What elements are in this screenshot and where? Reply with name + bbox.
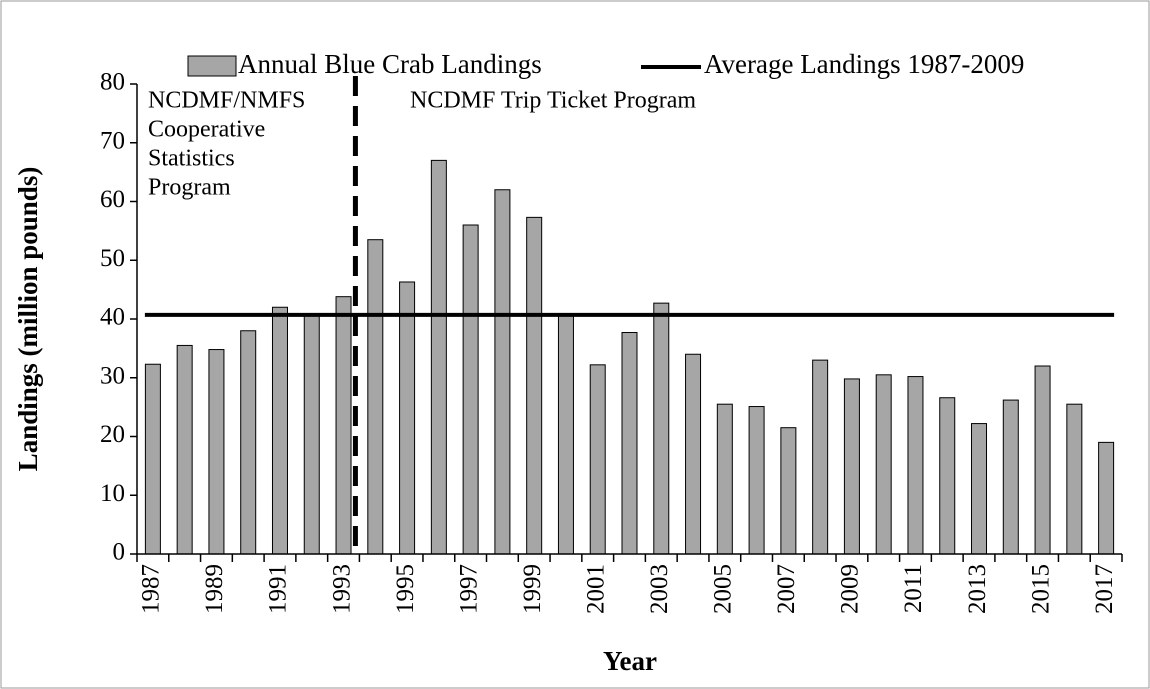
bar bbox=[303, 313, 320, 555]
bar bbox=[621, 332, 638, 555]
bar bbox=[335, 296, 352, 555]
bar bbox=[430, 159, 447, 555]
bar bbox=[939, 397, 956, 555]
y-tick-label: 0 bbox=[113, 539, 126, 566]
bar bbox=[462, 224, 479, 555]
y-tick-label: 80 bbox=[100, 69, 125, 96]
x-tick-label: 1999 bbox=[519, 564, 546, 614]
annotation: Cooperative bbox=[148, 117, 265, 143]
y-tick-label: 60 bbox=[100, 186, 125, 213]
annotation: Statistics bbox=[148, 146, 235, 172]
bar bbox=[748, 406, 765, 555]
bar bbox=[144, 363, 161, 555]
x-tick-label: 1993 bbox=[328, 564, 355, 614]
bar bbox=[843, 378, 860, 555]
bar bbox=[685, 353, 702, 555]
x-tick-label: 1997 bbox=[455, 564, 482, 614]
bar bbox=[494, 189, 511, 555]
x-tick-label: 1991 bbox=[265, 564, 292, 614]
bar bbox=[875, 374, 892, 555]
x-tick-label: 2015 bbox=[1027, 564, 1054, 614]
bar bbox=[907, 376, 924, 555]
x-tick-label: 1989 bbox=[201, 564, 228, 614]
x-tick-label: 2017 bbox=[1091, 564, 1118, 614]
y-tick-label: 50 bbox=[100, 245, 125, 272]
y-tick-label: 70 bbox=[100, 127, 125, 154]
bar bbox=[240, 330, 257, 555]
bar bbox=[653, 302, 670, 555]
bar bbox=[208, 349, 225, 555]
bar bbox=[1066, 403, 1083, 555]
x-tick-label: 2001 bbox=[582, 564, 609, 614]
x-tick-label: 2011 bbox=[900, 564, 927, 613]
bar bbox=[812, 359, 829, 555]
bar bbox=[1098, 441, 1115, 555]
bar bbox=[399, 281, 416, 555]
x-tick-label: 2007 bbox=[773, 564, 800, 614]
bar bbox=[716, 403, 733, 555]
x-tick-label: 1995 bbox=[392, 564, 419, 614]
y-tick-label: 30 bbox=[100, 362, 125, 389]
x-tick-label: 2003 bbox=[646, 564, 673, 614]
legend-swatch bbox=[187, 55, 237, 77]
annotation: NCDMF Trip Ticket Program bbox=[410, 88, 696, 114]
legend-label: Annual Blue Crab Landings bbox=[238, 49, 542, 79]
bar bbox=[526, 216, 543, 555]
bar bbox=[271, 306, 288, 555]
bar bbox=[557, 313, 574, 555]
annotation: NCDMF/NMFS bbox=[148, 88, 305, 114]
bar bbox=[971, 423, 988, 555]
x-tick-label: 2009 bbox=[837, 564, 864, 614]
bar bbox=[1034, 365, 1051, 555]
bar bbox=[589, 364, 606, 555]
y-tick-label: 10 bbox=[100, 480, 125, 507]
annotation: Program bbox=[148, 175, 231, 201]
x-tick-label: 1987 bbox=[138, 564, 165, 614]
x-tick-label: 2013 bbox=[964, 564, 991, 614]
legend-label: Average Landings 1987-2009 bbox=[704, 49, 1024, 79]
bar bbox=[367, 239, 384, 555]
x-axis-label: Year bbox=[603, 646, 657, 676]
y-axis-label: Landings (million pounds) bbox=[13, 167, 43, 472]
y-tick-label: 40 bbox=[100, 304, 125, 331]
y-tick-label: 20 bbox=[100, 421, 125, 448]
x-tick-label: 2005 bbox=[710, 564, 737, 614]
bar bbox=[780, 427, 797, 555]
bar bbox=[176, 344, 193, 555]
bar bbox=[1002, 399, 1019, 555]
